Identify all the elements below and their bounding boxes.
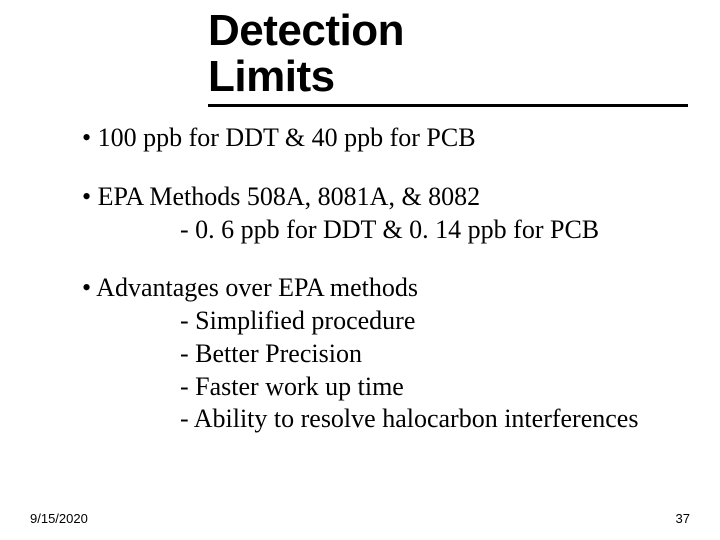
bullet-group-2: • EPA Methods 508A, 8081A, & 8082 - 0. 6…	[82, 181, 682, 247]
slide-title: Detection Limits	[208, 8, 404, 100]
bullet-2: • EPA Methods 508A, 8081A, & 8082	[82, 181, 682, 214]
bullet-1: • 100 ppb for DDT & 40 ppb for PCB	[82, 122, 682, 155]
bullet-group-3: • Advantages over EPA methods - Simplifi…	[82, 272, 682, 436]
slide-body: • 100 ppb for DDT & 40 ppb for PCB • EPA…	[82, 122, 682, 462]
footer-page-number: 37	[676, 511, 690, 526]
bullet-3-sub-1: - Simplified procedure	[82, 305, 682, 338]
bullet-3-sub-3: - Faster work up time	[82, 371, 682, 404]
bullet-3-sub-4: - Ability to resolve halocarbon interfer…	[82, 403, 682, 436]
footer-date: 9/15/2020	[30, 511, 88, 526]
bullet-group-1: • 100 ppb for DDT & 40 ppb for PCB	[82, 122, 682, 155]
bullet-2-sub-1: - 0. 6 ppb for DDT & 0. 14 ppb for PCB	[82, 214, 682, 247]
slide: Detection Limits • 100 ppb for DDT & 40 …	[0, 0, 720, 540]
title-line-2: Limits	[208, 54, 404, 100]
bullet-3: • Advantages over EPA methods	[82, 272, 682, 305]
title-line-1: Detection	[208, 8, 404, 54]
title-underline	[208, 104, 688, 107]
bullet-3-sub-2: - Better Precision	[82, 338, 682, 371]
